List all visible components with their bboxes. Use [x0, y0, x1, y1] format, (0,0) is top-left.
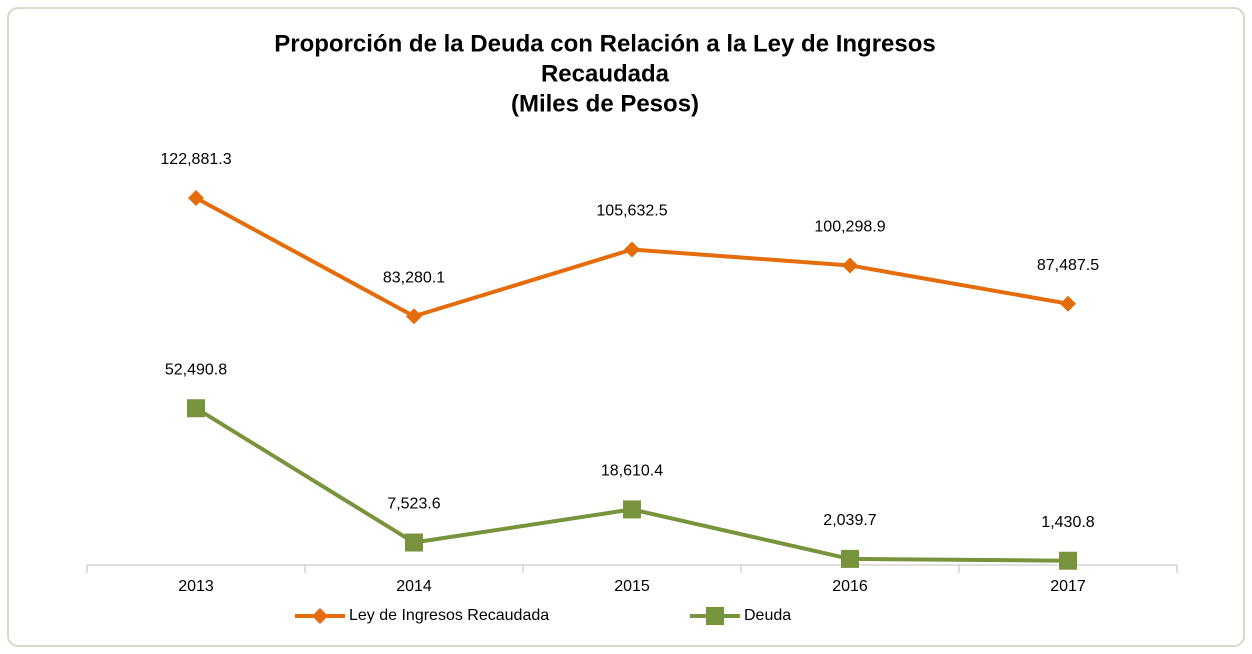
x-tick-label: 2016 — [832, 578, 868, 595]
x-tick-label: 2013 — [178, 578, 214, 595]
marker — [706, 607, 724, 625]
data-label: 83,280.1 — [383, 269, 445, 286]
data-label: 105,632.5 — [596, 203, 667, 220]
data-label: 100,298.9 — [814, 219, 885, 236]
data-label: 87,487.5 — [1037, 257, 1099, 274]
x-tick-label: 2015 — [614, 578, 650, 595]
data-label: 52,490.8 — [165, 361, 227, 378]
x-tick-label: 2014 — [396, 578, 432, 595]
legend-label: Ley de Ingresos Recaudada — [349, 607, 549, 624]
marker — [312, 608, 328, 624]
chart-title: Recaudada — [541, 60, 670, 87]
chart-title: Proporción de la Deuda con Relación a la… — [274, 30, 936, 57]
marker — [623, 500, 641, 519]
marker — [406, 308, 422, 325]
marker — [624, 241, 640, 258]
marker — [842, 257, 858, 274]
x-tick-label: 2017 — [1050, 578, 1086, 595]
marker — [405, 533, 423, 552]
data-label: 2,039.7 — [823, 512, 876, 529]
marker — [1059, 551, 1077, 570]
data-label: 1,430.8 — [1041, 514, 1094, 531]
marker — [188, 190, 204, 206]
data-label: 122,881.3 — [160, 151, 231, 168]
chart-title: (Miles de Pesos) — [511, 90, 699, 117]
legend-label: Deuda — [744, 607, 791, 624]
marker — [1060, 295, 1076, 312]
marker — [841, 549, 859, 568]
marker — [187, 399, 205, 418]
chart-frame — [7, 7, 1245, 647]
data-label: 18,610.4 — [601, 463, 663, 480]
data-label: 7,523.6 — [387, 496, 440, 513]
